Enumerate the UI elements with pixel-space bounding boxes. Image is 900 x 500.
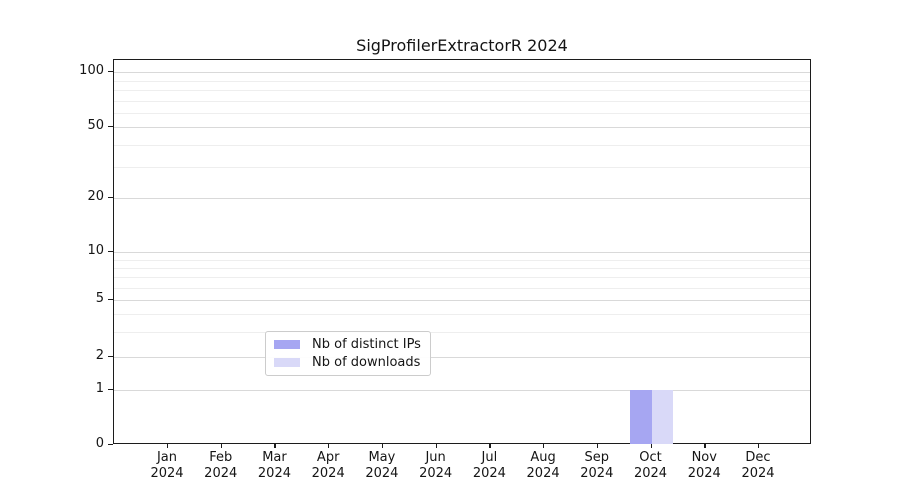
x-tick-year: 2024 <box>311 466 345 481</box>
y-tick-label-10: 10 <box>87 243 104 258</box>
x-tick-month: Nov <box>691 450 717 465</box>
x-tick-year: 2024 <box>419 466 453 481</box>
chart-title: SigProfilerExtractorR 2024 <box>356 36 568 55</box>
x-tick-year: 2024 <box>472 466 506 481</box>
gridline-major-1 <box>114 390 810 391</box>
y-tick-label-0: 0 <box>95 435 104 451</box>
x-tick-mark-may <box>381 443 384 448</box>
gridline-minor-6 <box>114 287 810 289</box>
x-tick-mark-jan <box>167 443 169 448</box>
x-tick-label-may: May 2024 <box>342 450 422 482</box>
x-tick-month: Mar <box>262 450 287 465</box>
x-tick-mark-dec <box>757 443 760 448</box>
x-tick-month: Jun <box>425 450 446 465</box>
x-tick-mark-aug <box>543 443 545 448</box>
y-tick-label-1: 1 <box>95 381 104 396</box>
gridline-minor-3 <box>114 332 810 333</box>
x-tick-label-feb: Feb 2024 <box>181 450 261 482</box>
gridline-minor-90 <box>114 80 810 82</box>
x-tick-mark-apr <box>328 443 330 448</box>
gridline-minor-60 <box>114 112 810 114</box>
x-tick-mark-oct <box>650 443 652 448</box>
gridline-minor-70 <box>114 100 810 102</box>
gridline-minor-4 <box>114 314 810 315</box>
x-tick-label-mar: Mar 2024 <box>234 450 314 482</box>
x-tick-year: 2024 <box>741 466 775 481</box>
legend-entry-downloads: Nb of downloads <box>266 355 430 370</box>
legend: Nb of distinct IPs Nb of downloads <box>265 331 431 376</box>
x-tick-month: Jan <box>156 450 178 465</box>
gridline-minor-8 <box>114 267 810 269</box>
gridline-major-100 <box>114 72 810 73</box>
legend-label-distinct-ips: Nb of distinct IPs <box>312 337 421 352</box>
y-tick-label-50: 50 <box>87 118 104 133</box>
y-tick-label-20: 20 <box>87 189 104 204</box>
x-tick-label-sep: Sep 2024 <box>557 450 637 482</box>
x-tick-label-jan: Jan 2024 <box>127 450 207 482</box>
y-tick-label-100: 100 <box>79 63 104 78</box>
x-tick-year: 2024 <box>150 466 184 481</box>
y-tick-label-2: 2 <box>95 348 104 363</box>
x-tick-mark-jun <box>435 443 437 448</box>
x-tick-month: Dec <box>745 450 771 465</box>
x-tick-mark-nov <box>704 443 706 448</box>
gridline-minor-80 <box>114 90 810 91</box>
y-tick-mark-2 <box>108 356 113 358</box>
gridline-major-10 <box>114 252 810 253</box>
x-tick-mark-mar <box>274 443 276 448</box>
legend-swatch-downloads <box>274 358 300 367</box>
legend-entry-distinct-ips: Nb of distinct IPs <box>266 337 430 352</box>
x-tick-mark-jul <box>489 443 491 448</box>
gridline-minor-30 <box>114 167 810 168</box>
x-tick-month: Jul <box>481 450 498 465</box>
y-tick-mark-10 <box>108 251 113 253</box>
bar-downloads-oct <box>651 390 674 444</box>
gridline-major-50 <box>114 127 810 128</box>
gridline-major-2 <box>114 357 810 358</box>
x-tick-year: 2024 <box>526 466 560 481</box>
x-tick-year: 2024 <box>580 466 614 481</box>
y-tick-mark-20 <box>108 197 113 199</box>
x-tick-label-jul: Jul 2024 <box>449 450 529 482</box>
y-tick-mark-5 <box>108 299 113 301</box>
x-tick-month: May <box>368 450 396 465</box>
x-tick-label-jun: Jun 2024 <box>396 450 476 482</box>
y-tick-mark-50 <box>108 126 113 128</box>
gridline-minor-9 <box>114 259 810 261</box>
x-tick-label-oct: Oct 2024 <box>611 450 691 482</box>
x-tick-label-dec: Dec 2024 <box>718 450 798 482</box>
gridline-minor-7 <box>114 277 810 278</box>
x-tick-year: 2024 <box>257 466 291 481</box>
y-tick-mark-0 <box>108 443 113 445</box>
x-tick-month: Apr <box>316 450 340 465</box>
legend-label-downloads: Nb of downloads <box>312 355 421 370</box>
x-tick-label-aug: Aug 2024 <box>503 450 583 482</box>
x-tick-mark-sep <box>596 443 599 448</box>
x-tick-month: Feb <box>209 450 233 465</box>
x-tick-month: Sep <box>584 450 610 465</box>
y-tick-label-5: 5 <box>95 291 104 306</box>
x-tick-label-nov: Nov 2024 <box>664 450 744 482</box>
gridline-major-20 <box>114 198 810 199</box>
x-tick-month: Aug <box>530 450 556 465</box>
x-tick-year: 2024 <box>633 466 668 481</box>
x-tick-year: 2024 <box>365 466 399 481</box>
gridline-major-5 <box>114 300 810 301</box>
x-tick-month: Oct <box>639 450 662 465</box>
x-tick-label-apr: Apr 2024 <box>288 450 368 482</box>
y-tick-mark-1 <box>108 389 113 391</box>
x-tick-mark-feb <box>220 443 223 448</box>
legend-swatch-distinct-ips <box>274 340 300 349</box>
x-tick-year: 2024 <box>204 466 238 481</box>
y-tick-mark-100 <box>108 71 113 73</box>
gridline-minor-40 <box>114 144 810 146</box>
plot-area <box>113 59 811 444</box>
bar-distinct-ips-oct <box>630 390 652 444</box>
x-tick-year: 2024 <box>687 466 721 481</box>
